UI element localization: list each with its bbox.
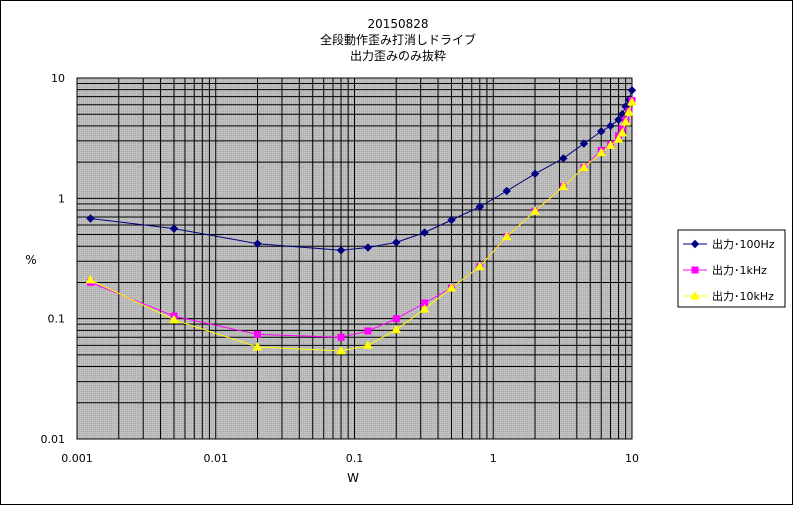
data-point-diamond bbox=[86, 214, 95, 223]
legend-label: 出力･1kHz bbox=[712, 263, 767, 277]
data-point-diamond bbox=[253, 239, 262, 248]
data-point-triangle bbox=[446, 282, 457, 292]
x-axis-label: W bbox=[347, 471, 359, 485]
data-point-triangle bbox=[620, 117, 631, 126]
data-point-diamond bbox=[559, 154, 568, 163]
grid-lines bbox=[77, 78, 632, 439]
data-point-triangle bbox=[613, 134, 624, 143]
series-layer bbox=[85, 86, 637, 355]
data-point-square bbox=[364, 327, 372, 335]
data-point-diamond bbox=[597, 127, 606, 136]
data-point-triangle bbox=[579, 162, 589, 172]
data-point-diamond bbox=[690, 239, 700, 249]
data-point-diamond bbox=[502, 186, 511, 196]
data-point-triangle bbox=[474, 261, 485, 271]
y-tick-label: 0.01 bbox=[41, 433, 66, 446]
data-point-triangle bbox=[596, 147, 607, 157]
data-point-triangle bbox=[169, 314, 179, 324]
data-point-diamond bbox=[363, 243, 373, 252]
legend-item: 出力･10kHz bbox=[683, 289, 774, 303]
data-point-diamond bbox=[475, 202, 485, 212]
data-point-diamond bbox=[614, 115, 623, 124]
x-tick-label: 0.001 bbox=[61, 452, 93, 465]
y-tick-label: 10 bbox=[51, 72, 65, 85]
legend-label: 出力･100Hz bbox=[712, 237, 775, 251]
data-point-diamond bbox=[447, 215, 456, 225]
data-point-diamond bbox=[579, 139, 589, 148]
x-tick-label: 1 bbox=[490, 452, 497, 465]
data-point-triangle bbox=[391, 324, 402, 334]
series-3 bbox=[85, 97, 637, 355]
data-point-diamond bbox=[169, 224, 179, 233]
data-point-diamond bbox=[530, 169, 540, 178]
y-axis-ticks: 10 1 0.1 0.01 bbox=[41, 72, 66, 446]
data-point-diamond bbox=[336, 246, 346, 255]
data-point-diamond bbox=[606, 121, 615, 131]
data-point-triangle bbox=[363, 340, 373, 349]
legend-item: 出力･100Hz bbox=[683, 237, 775, 251]
x-tick-label: 0.01 bbox=[204, 452, 229, 465]
data-point-triangle bbox=[690, 290, 700, 300]
data-point-diamond bbox=[627, 86, 637, 95]
data-point-triangle bbox=[627, 97, 637, 106]
data-point-triangle bbox=[558, 181, 569, 191]
y-axis-label: % bbox=[25, 253, 36, 267]
data-point-triangle bbox=[605, 140, 616, 149]
legend-item: 出力･1kHz bbox=[683, 263, 767, 277]
x-tick-label: 10 bbox=[625, 452, 639, 465]
data-point-diamond bbox=[420, 228, 429, 237]
x-axis-ticks: 0.001 0.01 0.1 1 10 bbox=[61, 452, 639, 465]
data-point-triangle bbox=[336, 345, 346, 355]
x-tick-label: 0.1 bbox=[346, 452, 364, 465]
data-point-square bbox=[337, 333, 345, 341]
data-point-triangle bbox=[530, 206, 540, 215]
legend-label: 出力･10kHz bbox=[712, 289, 774, 303]
data-point-triangle bbox=[624, 107, 634, 116]
data-point-triangle bbox=[419, 304, 430, 313]
chart-title-line-2: 全段動作歪み打消しドライブ bbox=[320, 32, 476, 47]
data-point-diamond bbox=[392, 238, 401, 247]
legend: 出力･100Hz 出力･1kHz 出力･10kHz bbox=[677, 229, 786, 308]
chart-title-line-1: 20150828 bbox=[367, 17, 428, 31]
data-point-triangle bbox=[501, 231, 512, 241]
data-point-triangle bbox=[617, 127, 628, 137]
y-tick-label: 1 bbox=[58, 192, 65, 205]
chart-title-line-3: 出力歪みのみ抜粋 bbox=[350, 49, 446, 63]
y-tick-label: 0.1 bbox=[48, 313, 66, 326]
data-point-square bbox=[392, 315, 400, 323]
data-point-square bbox=[254, 330, 262, 338]
series-1 bbox=[86, 86, 637, 255]
data-point-square bbox=[691, 266, 699, 274]
data-point-triangle bbox=[252, 342, 263, 351]
data-point-triangle bbox=[85, 274, 96, 284]
